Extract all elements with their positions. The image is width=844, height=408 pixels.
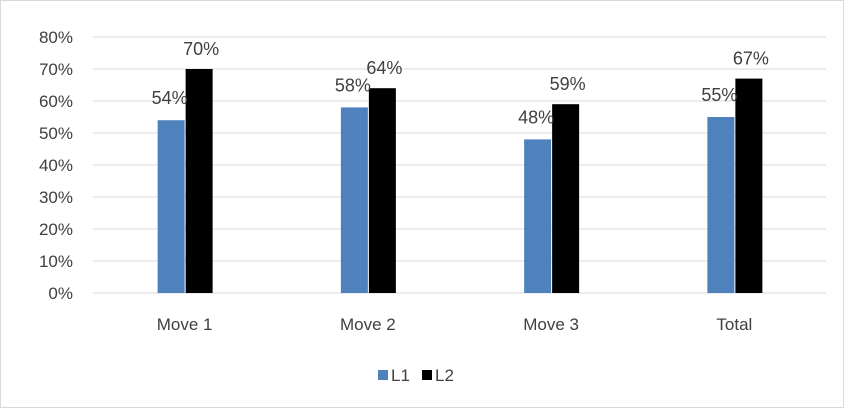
y-tick-label: 30% <box>39 188 73 207</box>
data-label: 54% <box>152 88 188 108</box>
legend: L1 L2 <box>378 366 454 385</box>
bar-l2 <box>735 78 763 293</box>
x-tick-label: Move 3 <box>523 315 579 334</box>
y-tick-label: 60% <box>39 92 73 111</box>
data-label: 67% <box>733 49 769 69</box>
data-label: 64% <box>366 58 402 78</box>
bar-l1 <box>157 120 185 293</box>
x-axis: Move 1 Move 2 Move 3 Total <box>157 315 753 334</box>
x-tick-label: Move 2 <box>340 315 396 334</box>
bar-l1 <box>707 117 735 293</box>
data-label: 58% <box>335 75 371 95</box>
data-label: 55% <box>701 85 737 105</box>
y-axis: 0% 10% 20% 30% 40% 50% 60% 70% 80% <box>39 28 73 303</box>
data-labels: 54% 70% 58%64% 48% 59% 55% 67% <box>152 39 769 127</box>
bar-l1 <box>524 139 552 293</box>
bar-l2 <box>552 104 580 293</box>
gridlines <box>93 36 826 294</box>
bars <box>157 69 763 294</box>
legend-label-l1: L1 <box>391 366 410 385</box>
y-tick-label: 50% <box>39 124 73 143</box>
bar-l2 <box>368 88 396 293</box>
data-label: 59% <box>550 74 586 94</box>
y-tick-label: 70% <box>39 60 73 79</box>
legend-swatch-l1 <box>378 370 388 380</box>
data-label: 70% <box>183 39 219 59</box>
legend-label-l2: L2 <box>435 366 454 385</box>
x-tick-label: Total <box>716 315 752 334</box>
data-label: 48% <box>518 107 554 127</box>
y-tick-label: 10% <box>39 252 73 271</box>
y-tick-label: 80% <box>39 28 73 47</box>
bar-l2 <box>185 69 213 293</box>
y-tick-label: 0% <box>48 284 73 303</box>
bar-l1 <box>340 107 368 294</box>
x-tick-label: Move 1 <box>157 315 213 334</box>
y-tick-label: 40% <box>39 156 73 175</box>
legend-swatch-l2 <box>422 370 432 380</box>
y-tick-label: 20% <box>39 220 73 239</box>
